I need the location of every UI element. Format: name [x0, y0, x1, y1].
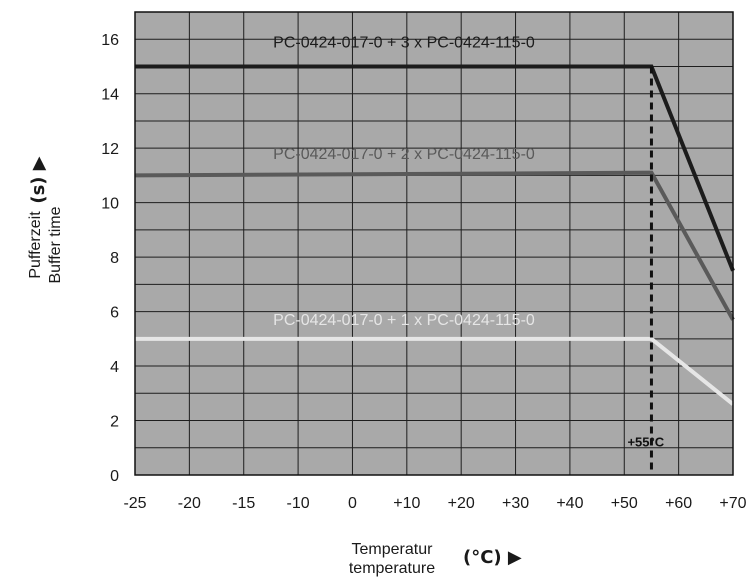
y-tick-label: 0	[110, 468, 119, 485]
x-axis-label-en: temperature	[349, 560, 435, 577]
x-tick-label: +60	[665, 495, 692, 512]
x-tick-label: +30	[502, 495, 529, 512]
threshold-label: +55°C	[627, 434, 664, 449]
x-tick-label: -20	[178, 495, 201, 512]
x-tick-label: -25	[123, 495, 146, 512]
plot-frame	[134, 11, 734, 476]
y-tick-label: 2	[110, 414, 119, 431]
plot-area	[135, 12, 733, 475]
y-tick-labels: 0 2 4 6 8 10 12 14 16	[101, 32, 119, 485]
y-axis-unit: (s) ▶	[28, 156, 49, 203]
x-tick-labels: -25 -20 -15 -10 0 +10 +20 +30 +40 +50 +60 +70	[123, 495, 746, 512]
y-axis-label-en: Buffer time	[47, 206, 64, 283]
x-tick-label: +70	[719, 495, 746, 512]
y-tick-label: 4	[110, 359, 119, 376]
y-tick-label: 8	[110, 250, 119, 267]
y-axis-unit-label: (s) ▶	[28, 156, 49, 203]
y-tick-label: 12	[101, 141, 119, 158]
y-tick-label: 6	[110, 305, 119, 322]
y-tick-label: 16	[101, 32, 119, 49]
x-axis-label-de: Temperatur	[352, 541, 434, 558]
x-tick-label: -10	[287, 495, 310, 512]
x-tick-label: 0	[348, 495, 357, 512]
x-tick-label: +40	[556, 495, 583, 512]
x-tick-label: +20	[448, 495, 475, 512]
series-label-3: PC-0424-017-0 + 1 x PC-0424-115-0	[273, 312, 535, 329]
series-line-3	[135, 336, 735, 406]
y-tick-label: 10	[101, 196, 119, 213]
x-tick-label: +50	[611, 495, 638, 512]
x-tick-label: +10	[393, 495, 420, 512]
series-label-1: PC-0424-017-0 + 3 x PC-0424-115-0	[273, 34, 535, 51]
x-tick-label: -15	[232, 495, 255, 512]
y-axis-label-de: Pufferzeit	[27, 211, 44, 279]
series-label-2: PC-0424-017-0 + 2 x PC-0424-115-0	[273, 146, 535, 163]
y-tick-label: 14	[101, 87, 119, 104]
y-axis-title: Pufferzeit Buffer time	[27, 206, 64, 283]
x-axis-unit-label: (°C) ▶	[463, 547, 522, 568]
series-labels: PC-0424-017-0 + 3 x PC-0424-115-0 PC-0424…	[273, 34, 535, 329]
series-line-2	[134, 170, 735, 321]
